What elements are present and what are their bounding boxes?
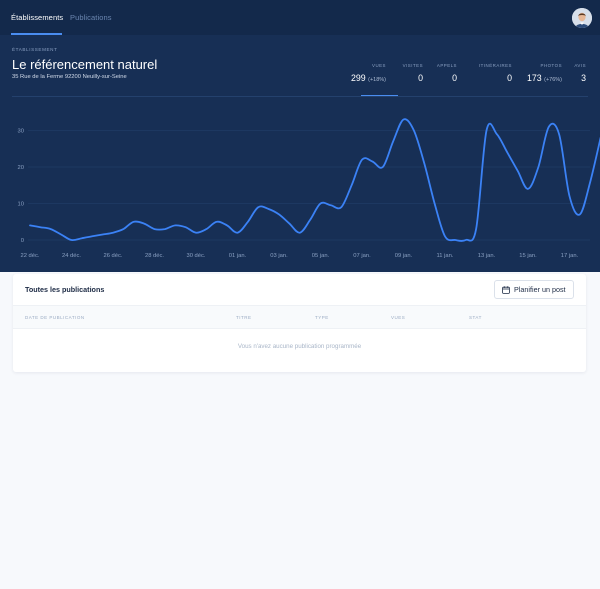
establishment-address: 35 Rue de la Ferme 92200 Neuilly-sur-Sei…: [12, 74, 127, 80]
x-tick-label: 13 jan.: [478, 253, 496, 259]
x-tick-label: 07 jan.: [353, 253, 371, 259]
x-tick-label: 03 jan.: [270, 253, 288, 259]
series-line-vues: [29, 118, 600, 242]
column-type[interactable]: TYPE: [315, 315, 329, 320]
stat-itineraires[interactable]: ITINÉRAIRES 0: [479, 63, 512, 83]
publications-card: Toutes les publications Planifier un pos…: [13, 274, 586, 372]
x-tick-label: 11 jan.: [437, 253, 454, 259]
schedule-post-label: Planifier un post: [514, 285, 566, 294]
x-tick-label: 28 déc.: [145, 253, 164, 259]
stat-change: (+18%): [368, 77, 386, 83]
x-tick-label: 30 déc.: [186, 253, 205, 259]
avatar[interactable]: [572, 8, 592, 28]
stat-label: PHOTOS: [540, 63, 562, 68]
schedule-post-button[interactable]: Planifier un post: [494, 280, 574, 299]
tab-publications[interactable]: Publications: [70, 13, 112, 22]
stat-value: 173: [526, 73, 542, 83]
active-stat-indicator: [361, 95, 398, 97]
stat-photos[interactable]: PHOTOS 173 (+76%): [527, 63, 562, 83]
stat-label: VISITES: [402, 63, 423, 68]
stat-value: 0: [507, 73, 512, 83]
x-tick-label: 05 jan.: [312, 253, 330, 259]
x-tick-label: 09 jan.: [395, 253, 413, 259]
column-date[interactable]: DATE DE PUBLICATION: [25, 315, 85, 320]
stat-label: APPELS: [436, 63, 457, 68]
establishment-overline: ÉTABLISSEMENT: [12, 47, 58, 52]
y-tick-label: 30: [18, 129, 24, 135]
stat-value: 0: [452, 73, 457, 83]
y-tick-label: 10: [18, 202, 24, 208]
divider: [12, 96, 588, 97]
stat-change: (+76%): [544, 77, 562, 83]
tab-etablissements[interactable]: Établissements: [11, 13, 64, 22]
stat-label: AVIS: [574, 63, 586, 68]
x-tick-label: 24 déc.: [62, 253, 81, 259]
x-tick-label: 26 déc.: [103, 253, 122, 259]
views-line-chart: 0 10 20 30 22 déc. 24 déc. 26 déc. 28 déc. 30 dé…: [18, 118, 600, 259]
stat-appels[interactable]: APPELS 0: [437, 63, 457, 83]
x-tick-label: 15 jan.: [519, 253, 537, 259]
x-tick-label: 17 jan.: [561, 253, 579, 259]
stat-value: 3: [581, 73, 586, 83]
stat-avis[interactable]: AVIS 3: [574, 63, 586, 83]
y-tick-label: 0: [21, 238, 24, 244]
x-tick-label: 22 déc.: [20, 253, 39, 259]
calendar-icon: [502, 285, 510, 294]
user-avatar-icon: [572, 8, 592, 28]
x-tick-label: 01 jan.: [229, 253, 247, 259]
column-vues[interactable]: VUES: [391, 315, 406, 320]
establishment-dashboard: ÉTABLISSEMENT Le référencement naturel 3…: [0, 35, 600, 272]
empty-state-message: Vous n'avez aucune publication programmé…: [237, 343, 362, 350]
top-navigation: Établissements Publications: [0, 0, 600, 35]
stat-value: 299: [350, 73, 366, 83]
stat-label: ITINÉRAIRES: [478, 63, 512, 68]
active-tab-indicator: [11, 33, 62, 35]
column-stat[interactable]: STAT: [469, 315, 482, 320]
column-titre[interactable]: TITRE: [236, 315, 252, 320]
stat-vues[interactable]: VUES 299 (+18%): [351, 63, 386, 83]
establishment-name: Le référencement naturel: [12, 57, 158, 72]
table-header: DATE DE PUBLICATION TITRE TYPE VUES STAT: [13, 305, 586, 329]
stat-visites[interactable]: VISITES 0: [403, 63, 423, 83]
y-tick-label: 20: [18, 165, 24, 171]
publications-title: Toutes les publications: [25, 285, 105, 294]
stat-value: 0: [418, 73, 423, 83]
stat-label: VUES: [372, 63, 386, 68]
